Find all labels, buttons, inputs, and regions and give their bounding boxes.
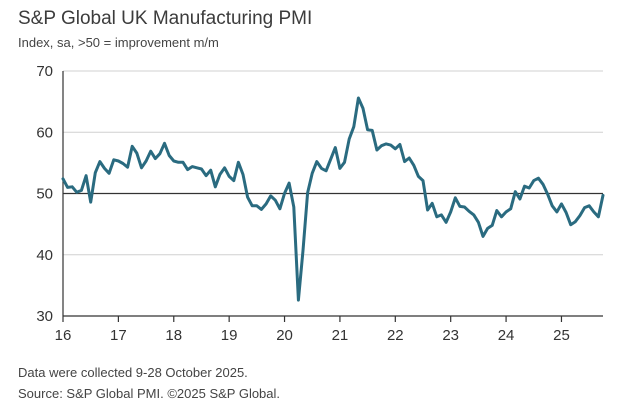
x-tick-label: 23 — [442, 327, 459, 344]
source-note: Source: S&P Global PMI. ©2025 S&P Global… — [18, 386, 281, 401]
x-tick-label: 21 — [332, 327, 349, 344]
chart-title: S&P Global UK Manufacturing PMI — [18, 8, 313, 29]
y-tick-label: 40 — [36, 247, 53, 264]
x-tick-label: 19 — [221, 327, 238, 344]
x-tick-label: 22 — [387, 327, 404, 344]
x-tick-label: 17 — [110, 327, 127, 344]
data-collection-note: Data were collected 9-28 October 2025. — [18, 365, 248, 380]
y-tick-label: 30 — [36, 308, 53, 325]
x-tick-label: 20 — [276, 327, 293, 344]
pmi-series-line — [61, 96, 605, 302]
x-tick-label: 16 — [55, 327, 72, 344]
chart-subtitle: Index, sa, >50 = improvement m/m — [18, 35, 219, 50]
y-tick-label: 70 — [36, 63, 53, 80]
x-tick-label: 25 — [553, 327, 570, 344]
x-tick-label: 18 — [165, 327, 182, 344]
y-tick-label: 50 — [36, 186, 53, 203]
y-tick-label: 60 — [36, 124, 53, 141]
x-tick-label: 24 — [498, 327, 515, 344]
